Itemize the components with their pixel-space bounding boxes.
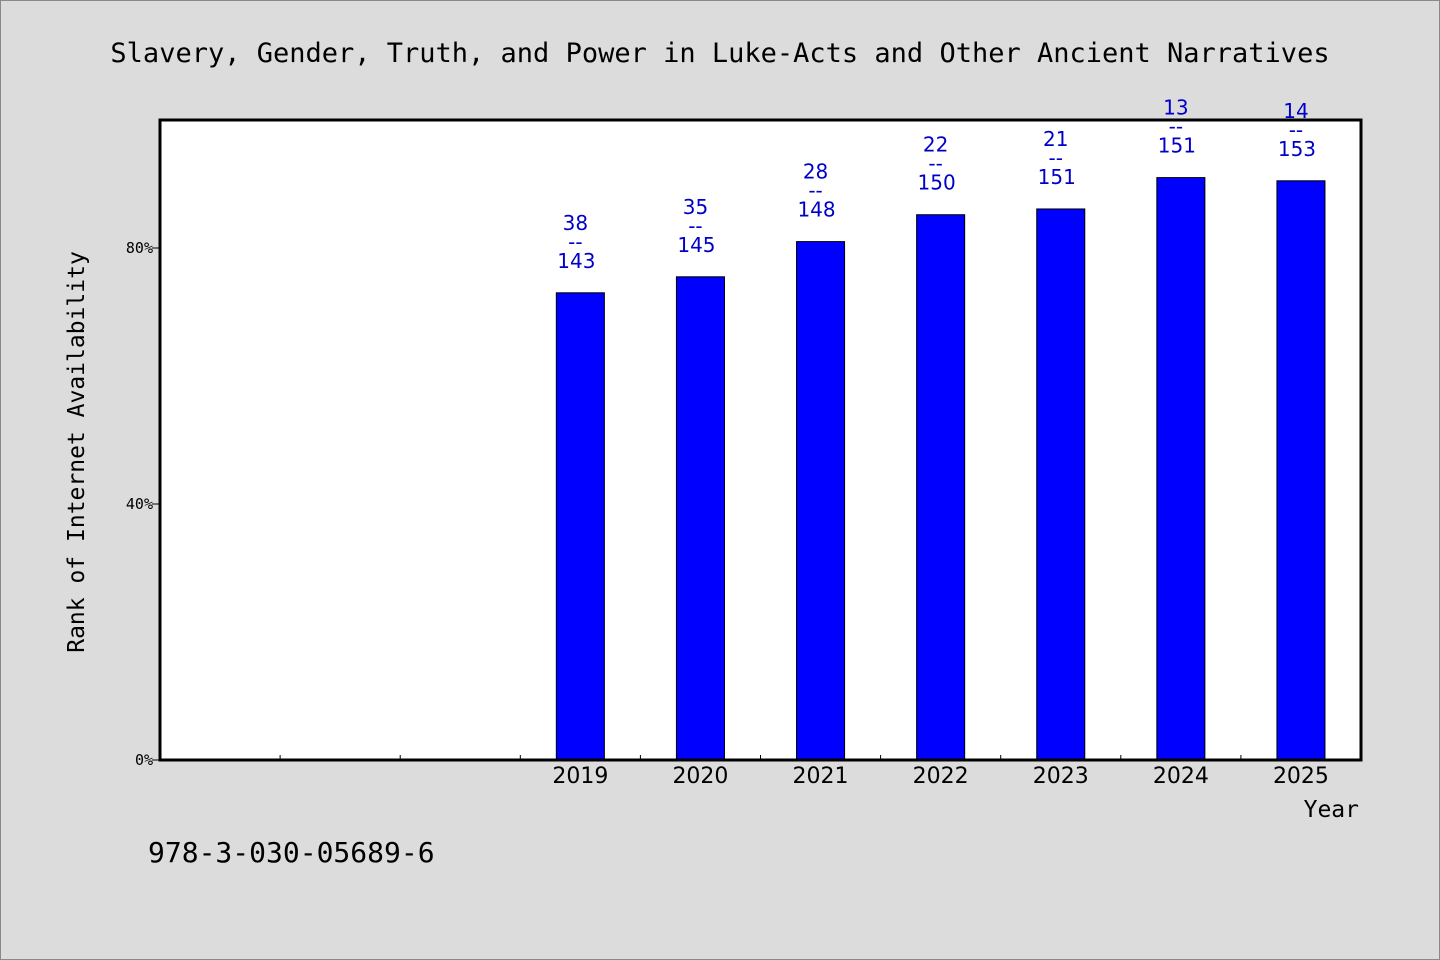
x-tick-label: 2024: [1153, 764, 1209, 789]
data-label-top: 28: [803, 160, 828, 184]
data-label-separator: --: [1289, 118, 1303, 142]
bar: [1036, 208, 1086, 761]
data-label-top: 38: [563, 211, 588, 235]
x-tick-label: 2020: [672, 764, 728, 789]
data-label-bottom: 145: [677, 233, 715, 257]
bar: [1276, 180, 1326, 761]
x-tick-label: 2025: [1273, 764, 1329, 789]
data-label-bottom: 150: [918, 171, 956, 195]
bar: [555, 292, 605, 761]
x-tick-label: 2022: [913, 764, 969, 789]
data-label-top: 21: [1043, 127, 1068, 151]
data-label-top: 35: [683, 195, 708, 219]
bar: [796, 241, 846, 761]
x-tick-label: 2019: [552, 764, 608, 789]
data-label-top: 22: [923, 133, 948, 157]
isbn-footer: 978-3-030-05689-6: [148, 836, 435, 869]
chart-marks: 0%40%80%38--143201935--145202028--148202…: [126, 96, 1329, 789]
x-axis-title: Year: [1304, 797, 1359, 823]
y-axis-title: Rank of Internet Availability: [64, 251, 90, 653]
bar: [1156, 177, 1206, 761]
x-tick-label: 2021: [793, 764, 849, 789]
bar: [675, 276, 725, 761]
y-tick-label: 0%: [135, 751, 153, 769]
data-label-separator: --: [1049, 146, 1063, 170]
y-tick-label: 80%: [126, 239, 153, 257]
data-label-separator: --: [808, 179, 822, 203]
data-label-bottom: 153: [1278, 137, 1316, 161]
bar: [916, 214, 966, 761]
x-tick-label: 2023: [1033, 764, 1089, 789]
data-label-bottom: 151: [1038, 165, 1076, 189]
data-label-separator: --: [568, 230, 582, 254]
data-label-bottom: 148: [797, 198, 835, 222]
data-label-separator: --: [688, 214, 702, 238]
data-label-bottom: 143: [557, 249, 595, 273]
chart-title: Slavery, Gender, Truth, and Power in Luk…: [110, 38, 1329, 69]
data-label-top: 13: [1163, 96, 1188, 120]
plot-border: [158, 118, 1363, 762]
data-label-bottom: 151: [1158, 134, 1196, 158]
y-tick-label: 40%: [126, 495, 153, 513]
data-label-separator: --: [928, 152, 942, 176]
